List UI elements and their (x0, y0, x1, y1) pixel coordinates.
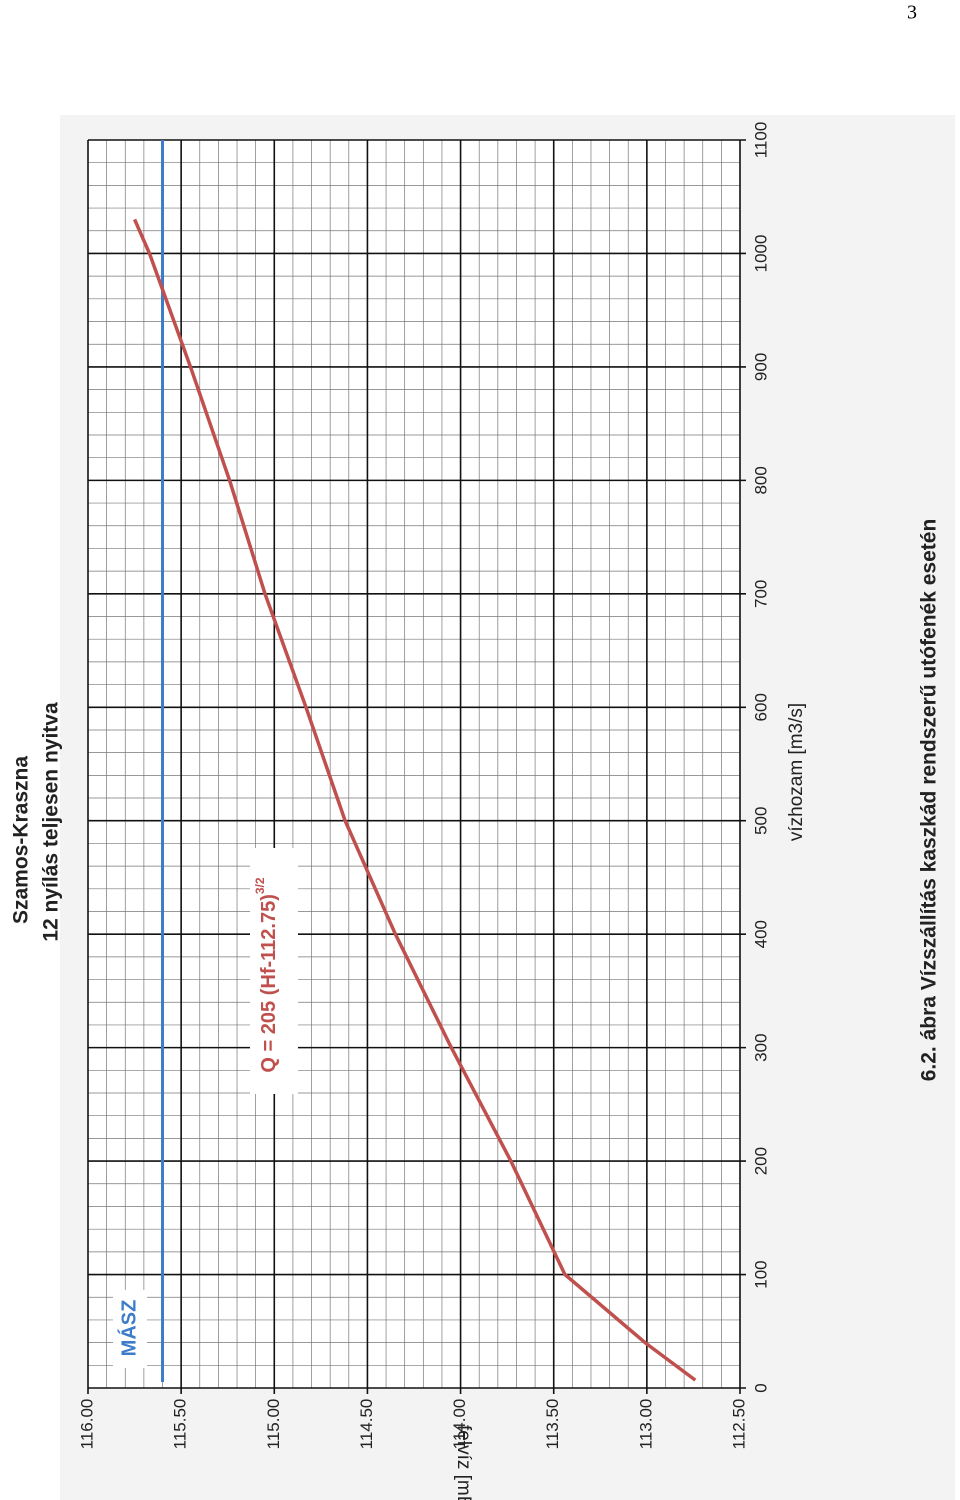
y-tick-label: 115.00 (264, 1399, 283, 1450)
y-tick-label: 112.50 (729, 1399, 748, 1450)
x-tick-label: 300 (751, 1033, 770, 1061)
plot-area (88, 140, 740, 1388)
annotation: Q = 205 (Hf-112.75)3/2 (253, 877, 280, 1072)
x-tick-label: 100 (751, 1260, 770, 1288)
annotation-superscript: 3/2 (253, 877, 267, 894)
x-tick-label: 400 (751, 920, 770, 948)
y-tick-label: 115.50 (171, 1399, 190, 1450)
x-tick-label: 800 (751, 466, 770, 494)
y-tick-label: 114.00 (450, 1399, 469, 1450)
annotation-text: Q = 205 (Hf-112.75) (258, 894, 280, 1072)
reference-label-box (113, 1290, 147, 1368)
y-tick-label: 116.00 (77, 1399, 96, 1450)
annotation-box (250, 848, 298, 1094)
caption: 6.2. ábra Vízszállítás kaszkád rendszerű… (918, 519, 941, 1082)
x-tick-label: 0 (751, 1383, 770, 1392)
y-tick-label: 114.50 (357, 1399, 376, 1450)
x-axis-label: vízhozam [m3/s] (786, 703, 807, 841)
y-tick-label: 113.50 (543, 1399, 562, 1450)
data-line (132, 218, 697, 1382)
x-tick-label: 1000 (751, 235, 770, 273)
y-tick-label: 113.00 (636, 1399, 655, 1450)
x-tick-label: 500 (751, 807, 770, 835)
reference-label: MÁSZ (117, 1300, 140, 1357)
x-tick-label: 900 (751, 353, 770, 381)
y-axis-label: felvíz [mBf] (453, 1425, 474, 1500)
x-tick-label: 600 (751, 693, 770, 721)
x-tick-label: 700 (751, 580, 770, 608)
x-tick-label: 1100 (751, 122, 770, 159)
chart-title: Szamos-Kraszna (10, 756, 33, 924)
page-number: 3 (907, 2, 917, 24)
chart-subtitle: 12 nyílás teljesen nyitva (40, 702, 63, 942)
x-tick-label: 200 (751, 1147, 770, 1175)
